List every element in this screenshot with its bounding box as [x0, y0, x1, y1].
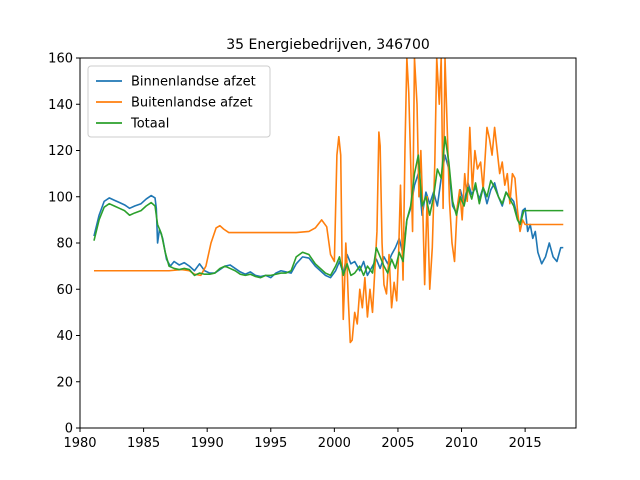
x-tick-label: 2005 — [381, 436, 414, 451]
series-layer — [93, 58, 564, 344]
x-tick-label: 2010 — [445, 436, 478, 451]
x-tick-label: 1995 — [254, 436, 287, 451]
legend-label-3: Totaal — [130, 117, 169, 132]
legend-label-1: Binnenlandse afzet — [131, 75, 256, 90]
y-tick-label: 160 — [48, 52, 73, 67]
y-tick-label: 0 — [65, 422, 73, 437]
legend: Binnenlandse afzet Buitenlandse afzet Tota… — [87, 65, 271, 138]
x-tick-label: 1980 — [63, 436, 96, 451]
y-tick-label: 40 — [56, 329, 73, 344]
legend-box — [87, 65, 271, 138]
chart-title: 35 Energiebedrijven, 346700 — [226, 37, 430, 53]
y-tick-label: 140 — [48, 98, 73, 113]
x-tick-label: 2000 — [318, 436, 351, 451]
x-tick-label: 2015 — [509, 436, 542, 451]
x-tick-label: 1985 — [127, 436, 160, 451]
y-tick-label: 80 — [56, 237, 73, 252]
x-tick-label: 1990 — [191, 436, 224, 451]
y-tick-label: 60 — [56, 283, 73, 298]
y-tick-label: 20 — [56, 375, 73, 390]
series-line-3 — [93, 135, 564, 279]
y-tick-label: 100 — [48, 190, 73, 205]
axes-layer: 1980 1985 1990 1995 2000 2005 2010 2015 0 20 40 60 8… — [48, 52, 577, 451]
legend-label-2: Buitenlandse afzet — [131, 96, 253, 111]
y-tick-label: 120 — [48, 144, 73, 159]
